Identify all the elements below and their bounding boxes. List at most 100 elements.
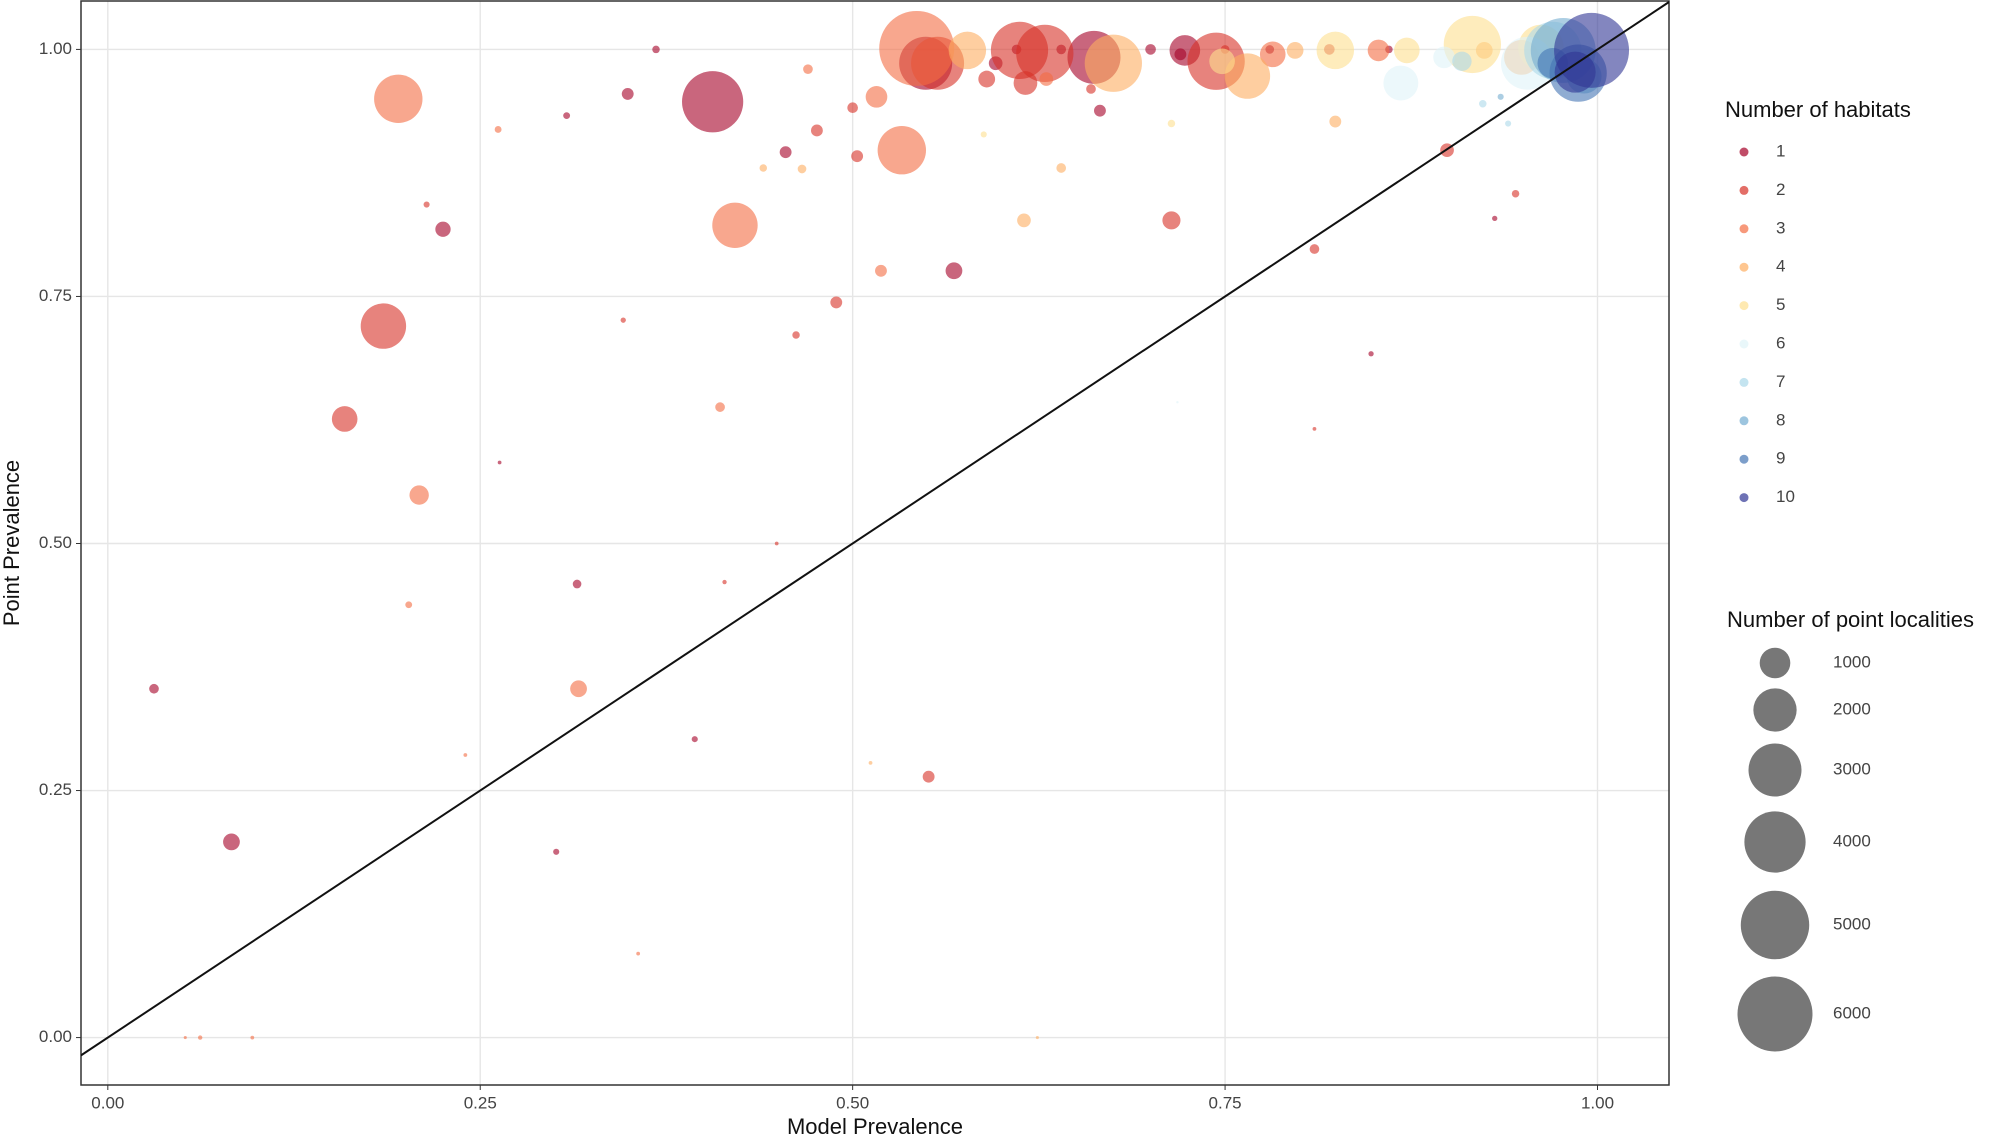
bubble [1497,93,1504,100]
bubble [198,1035,203,1040]
bubble [374,74,423,124]
bubble [497,460,502,465]
bubble [779,146,792,159]
bubble [183,1036,187,1040]
bubble [1039,72,1054,86]
bubble [1209,48,1235,75]
bubble [797,164,807,174]
bubble [810,124,823,137]
bubble [715,402,725,412]
bubble [494,126,502,133]
bubble [360,303,407,349]
bubble [1368,351,1374,357]
legend-label: 9 [1776,449,1785,468]
legend-swatch [1739,339,1749,349]
bubble [922,770,935,783]
bubble [409,485,429,505]
x-tick-label: 0.00 [91,1093,124,1112]
legend-swatch [1739,224,1749,234]
bubble [1167,119,1176,128]
bubble [435,221,451,237]
bubble [722,579,727,585]
bubble [1452,51,1472,71]
size-legend-label: 6000 [1833,1003,1871,1022]
legend-label: 1 [1776,141,1785,160]
y-axis-title: Point Prevalence [0,460,24,626]
bubble [1056,163,1067,173]
bubble [570,680,587,698]
bubble [1316,31,1355,70]
bubble [1016,24,1074,83]
points [149,10,1630,1040]
y-tick-label: 1.00 [39,39,72,58]
x-tick-label: 0.75 [1209,1093,1242,1112]
legend-swatch [1739,493,1749,503]
bubble [1174,48,1187,61]
bubble [851,150,864,163]
bubble [774,541,779,546]
y-tick-label: 0.50 [39,533,72,552]
bubble [830,296,843,309]
size-legend-circle [1748,743,1802,797]
legend-swatch [1739,147,1749,157]
bubble [1035,1036,1039,1040]
color-legend-title: Number of habitats [1725,97,1911,122]
size-legend-circle [1740,890,1810,960]
legend-swatch [1739,262,1749,272]
bubble [792,331,800,339]
legend-label: 8 [1776,410,1785,429]
bubble [803,64,813,75]
bubble [1086,84,1096,94]
bubble [1259,41,1286,68]
legend-swatch [1739,416,1749,426]
bubble [978,70,996,88]
bubble [1479,100,1487,108]
bubble [1492,215,1498,222]
bubble [948,31,987,70]
x-tick-label: 0.50 [836,1093,869,1112]
size-legend-circle [1753,688,1797,732]
size-legend-label: 2000 [1833,699,1871,718]
size-legend-label: 5000 [1833,914,1871,933]
bubble [1433,46,1455,69]
bubble [1511,189,1520,198]
legend-label: 5 [1776,295,1785,314]
x-axis-title: Model Prevalence [787,1114,963,1138]
y-tick-label: 0.00 [39,1027,72,1046]
bubble [847,102,858,114]
bubble [652,45,660,54]
size-legend-label: 4000 [1833,831,1871,850]
legend-label: 6 [1776,333,1785,352]
bubble [1367,39,1390,62]
y-tick-label: 0.75 [39,286,72,305]
bubble [1017,213,1031,228]
size-legend-circle [1737,976,1813,1052]
bubble [1383,65,1419,101]
bubble [1162,211,1181,230]
bubble [682,71,744,133]
bubble [868,760,873,765]
legend-label: 3 [1776,218,1785,237]
bubble [1094,104,1106,117]
bubble [980,131,987,138]
bubble [712,202,758,249]
bubble [1505,120,1512,127]
bubble [1329,115,1342,128]
bubble [1394,37,1420,64]
bubble [1312,426,1317,431]
bubble [759,164,768,172]
bubble [1443,15,1501,74]
size-legend-label: 3000 [1833,759,1871,778]
bubble [945,262,963,280]
y-tick-label: 0.25 [39,780,72,799]
bubble [620,317,626,323]
bubble [463,753,468,757]
size-legend-circle [1759,647,1791,679]
bubble [1013,71,1038,95]
bubble [1309,244,1320,254]
legend-label: 4 [1776,257,1785,276]
bubble [553,848,560,855]
legend-label: 7 [1776,372,1785,391]
identity-line [81,1,1669,1057]
bubble [405,601,413,609]
